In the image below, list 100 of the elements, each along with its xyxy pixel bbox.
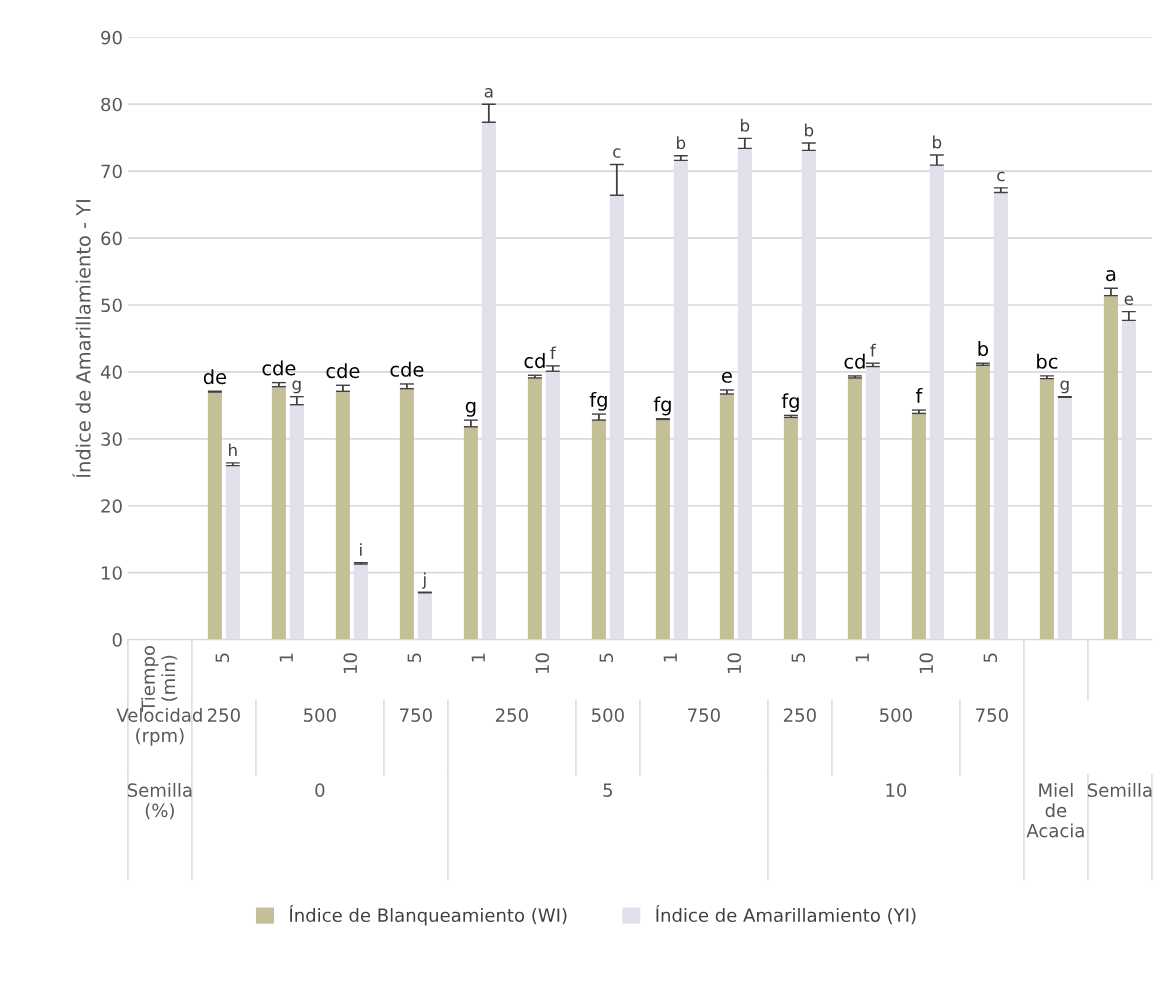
x-tick-label: 5 xyxy=(599,653,614,663)
data-label: g xyxy=(292,380,301,394)
y-tick-label: 10 xyxy=(102,566,122,580)
data-label: cd xyxy=(524,353,545,369)
bar xyxy=(865,366,880,640)
bar xyxy=(417,592,432,640)
bar xyxy=(545,371,560,640)
data-label: cd xyxy=(844,353,865,369)
data-label: a xyxy=(484,88,493,98)
y-tick-label: 50 xyxy=(101,298,122,313)
data-label: b xyxy=(741,118,750,132)
data-label: i xyxy=(360,543,362,556)
data-label: g xyxy=(465,401,476,417)
bar xyxy=(225,465,240,640)
bar xyxy=(353,563,368,640)
bar xyxy=(1121,320,1136,640)
data-label: b xyxy=(933,135,942,149)
bar xyxy=(847,377,862,640)
text: 500 xyxy=(880,708,912,722)
bar xyxy=(929,165,944,640)
text: Miel de Acacia xyxy=(1026,783,1084,838)
text: 750 xyxy=(976,708,1008,722)
data-label: c xyxy=(997,171,1005,182)
data-label: de xyxy=(203,369,227,385)
text: Semilla xyxy=(1087,783,1152,797)
text: 0 xyxy=(315,783,325,797)
x-tick-label: 5 xyxy=(791,653,806,663)
bar xyxy=(481,122,496,640)
x-tick-label: 10 xyxy=(919,653,934,673)
data-label: cde xyxy=(262,360,296,376)
data-label: e xyxy=(1124,295,1134,306)
x-tick-label: 1 xyxy=(279,653,293,662)
data-label: b xyxy=(805,123,814,137)
data-label: a xyxy=(1106,269,1116,282)
x-tick-label: 10 xyxy=(343,653,358,673)
data-label: bc xyxy=(1037,353,1058,369)
bar xyxy=(911,413,926,640)
text: 750 xyxy=(400,708,432,722)
bar xyxy=(737,148,752,640)
data-label: fg xyxy=(781,393,799,413)
bar xyxy=(1103,295,1118,640)
bar xyxy=(335,391,350,640)
data-label: h xyxy=(229,443,237,457)
bar xyxy=(271,386,286,640)
text: 750 xyxy=(688,708,720,722)
x-tick-label: 1 xyxy=(471,653,485,662)
bar xyxy=(673,160,688,640)
x-tick-label: 1 xyxy=(855,653,869,662)
text: Semilla (%) xyxy=(127,783,192,820)
data-label: e xyxy=(722,371,732,383)
bar xyxy=(399,388,414,640)
data-label: fg xyxy=(653,396,671,416)
bar xyxy=(975,365,990,640)
data-label: b xyxy=(677,136,686,150)
bar xyxy=(719,393,734,640)
x-tick-label: 10 xyxy=(535,653,550,673)
legend-label: Índice de Amarillamiento (YI) xyxy=(656,905,916,925)
data-label: f xyxy=(550,346,557,360)
text: 500 xyxy=(592,708,624,722)
y-tick-label: 70 xyxy=(101,164,122,179)
bar xyxy=(801,150,816,640)
data-label: cde xyxy=(326,363,360,379)
bar xyxy=(993,192,1008,640)
y-tick-label: 0 xyxy=(112,633,122,647)
data-label: g xyxy=(1060,380,1069,394)
text: 10 xyxy=(886,783,907,797)
y-tick-label: 30 xyxy=(101,432,122,446)
text: 5 xyxy=(603,783,613,797)
bar xyxy=(609,195,624,640)
y-tick-label: 80 xyxy=(101,97,122,112)
bar xyxy=(463,426,478,640)
x-tick-label: 5 xyxy=(215,653,230,663)
bar xyxy=(655,419,670,640)
data-label: fg xyxy=(589,391,607,411)
data-label: cde xyxy=(390,361,424,377)
y-tick-label: 60 xyxy=(101,231,122,246)
bar xyxy=(527,377,542,640)
text: 500 xyxy=(304,708,336,722)
data-label: f xyxy=(915,387,923,403)
y-tick-label: 40 xyxy=(100,365,122,380)
x-tick-label: 1 xyxy=(663,653,677,662)
x-tick-label: 5 xyxy=(983,653,998,663)
bar xyxy=(1057,397,1072,640)
bar xyxy=(207,391,222,640)
data-label: b xyxy=(978,341,989,357)
data-label: j xyxy=(422,572,426,589)
x-tick-label: 5 xyxy=(407,653,422,663)
bar xyxy=(289,404,304,640)
legend-label: Índice de Blanqueamiento (WI) xyxy=(289,905,567,926)
data-label: f xyxy=(870,343,877,357)
y-axis-title: Índice de Amarillamiento - YI xyxy=(72,200,91,478)
text: 250 xyxy=(783,708,816,722)
bar xyxy=(591,420,606,640)
text: 250 xyxy=(207,708,240,722)
y-tick-label: 20 xyxy=(101,499,122,513)
x-tick-label: 10 xyxy=(727,653,742,673)
bar xyxy=(1039,378,1054,640)
text: 250 xyxy=(495,708,528,722)
y-tick-label: 90 xyxy=(101,30,122,45)
bar xyxy=(783,417,798,640)
